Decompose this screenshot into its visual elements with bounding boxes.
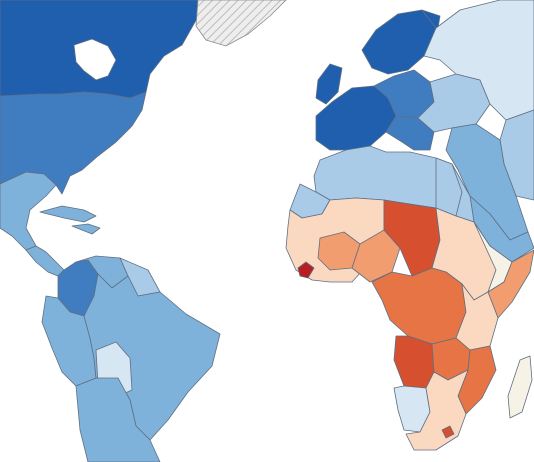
region-mexico bbox=[0, 171, 57, 251]
region-caribbean bbox=[39, 205, 97, 223]
region-somalia bbox=[487, 249, 534, 319]
region-central-africa bbox=[371, 267, 467, 345]
region-russia bbox=[423, 0, 534, 121]
region-southern-africa bbox=[405, 369, 469, 451]
region-liberia bbox=[297, 261, 315, 279]
region-uk bbox=[315, 63, 343, 105]
region-caribbean-islands bbox=[71, 223, 101, 235]
region-central-america bbox=[25, 245, 65, 277]
region-greenland bbox=[195, 0, 287, 47]
region-italy-balkans bbox=[385, 115, 435, 151]
region-egypt bbox=[435, 157, 463, 217]
hudson-bay bbox=[73, 38, 117, 81]
region-chile-argentina bbox=[75, 377, 161, 462]
region-madagascar bbox=[507, 355, 533, 419]
region-lesotho bbox=[441, 425, 455, 439]
region-angola bbox=[393, 335, 435, 389]
region-scandinavia bbox=[361, 9, 437, 75]
